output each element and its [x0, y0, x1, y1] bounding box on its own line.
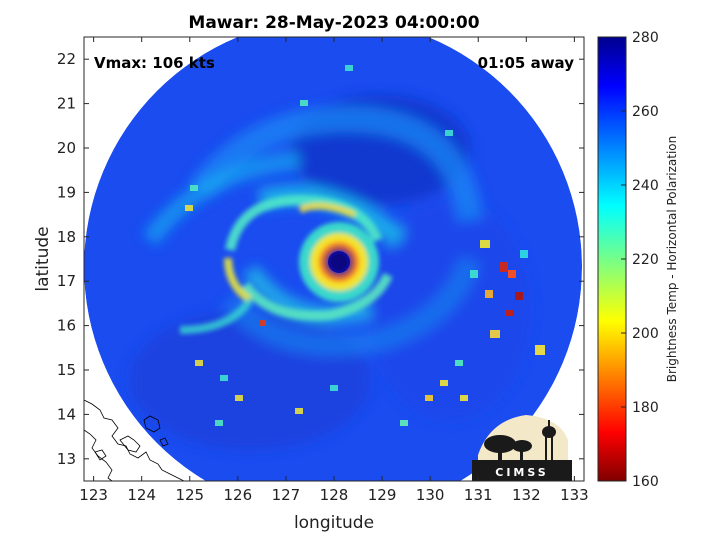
logo-text: CIMSS [495, 466, 548, 479]
time-offset-annotation: 01:05 away [478, 54, 575, 72]
colorbar-tick-label: 280 [632, 30, 659, 46]
y-tick-label: 18 [57, 228, 76, 246]
y-tick-label: 14 [57, 405, 76, 423]
colorbar-tick-label: 200 [632, 326, 659, 342]
y-axis-label: latitude [33, 226, 53, 291]
x-tick-label: 124 [127, 486, 156, 504]
y-tick-label: 13 [57, 450, 76, 468]
y-axis: 13 14 15 16 17 18 19 20 21 22 [57, 50, 584, 468]
x-tick-label: 130 [416, 486, 445, 504]
x-tick-label: 128 [320, 486, 349, 504]
y-tick-label: 17 [57, 272, 76, 290]
x-tick-label: 126 [224, 486, 253, 504]
y-tick-label: 16 [57, 317, 76, 335]
y-tick-label: 21 [57, 95, 76, 113]
x-tick-label: 123 [79, 486, 108, 504]
colorbar-label: Brightness Temp - Horizontal Polarizatio… [665, 136, 679, 383]
coastline [84, 399, 185, 481]
x-tick-label: 129 [368, 486, 397, 504]
colorbar-tick-label: 220 [632, 252, 659, 268]
colorbar-tick-label: 160 [632, 474, 659, 490]
x-axis: 123 124 125 126 127 128 129 130 131 132 133 [79, 37, 589, 504]
chart-title: Mawar: 28-May-2023 04:00:00 [188, 13, 479, 33]
y-tick-label: 20 [57, 139, 76, 157]
x-tick-label: 127 [272, 486, 301, 504]
x-tick-label: 133 [560, 486, 589, 504]
vmax-annotation: Vmax: 106 kts [94, 54, 215, 72]
x-tick-label: 125 [175, 486, 204, 504]
colorbar-tick-label: 240 [632, 178, 659, 194]
x-axis-label: longitude [294, 513, 374, 533]
x-tick-label: 131 [464, 486, 493, 504]
plot-area: CIMSS [84, 37, 584, 481]
colorbar-tick-label: 180 [632, 400, 659, 416]
colorbar-tick-label: 260 [632, 104, 659, 120]
y-tick-label: 19 [57, 183, 76, 201]
x-tick-label: 132 [512, 486, 541, 504]
colorbar: 160 180 200 220 240 260 280 Brightness Temp - … [597, 30, 679, 490]
y-tick-label: 22 [57, 50, 76, 68]
y-tick-label: 15 [57, 361, 76, 379]
swath-image [84, 37, 582, 481]
cimss-logo: CIMSS [472, 415, 572, 481]
